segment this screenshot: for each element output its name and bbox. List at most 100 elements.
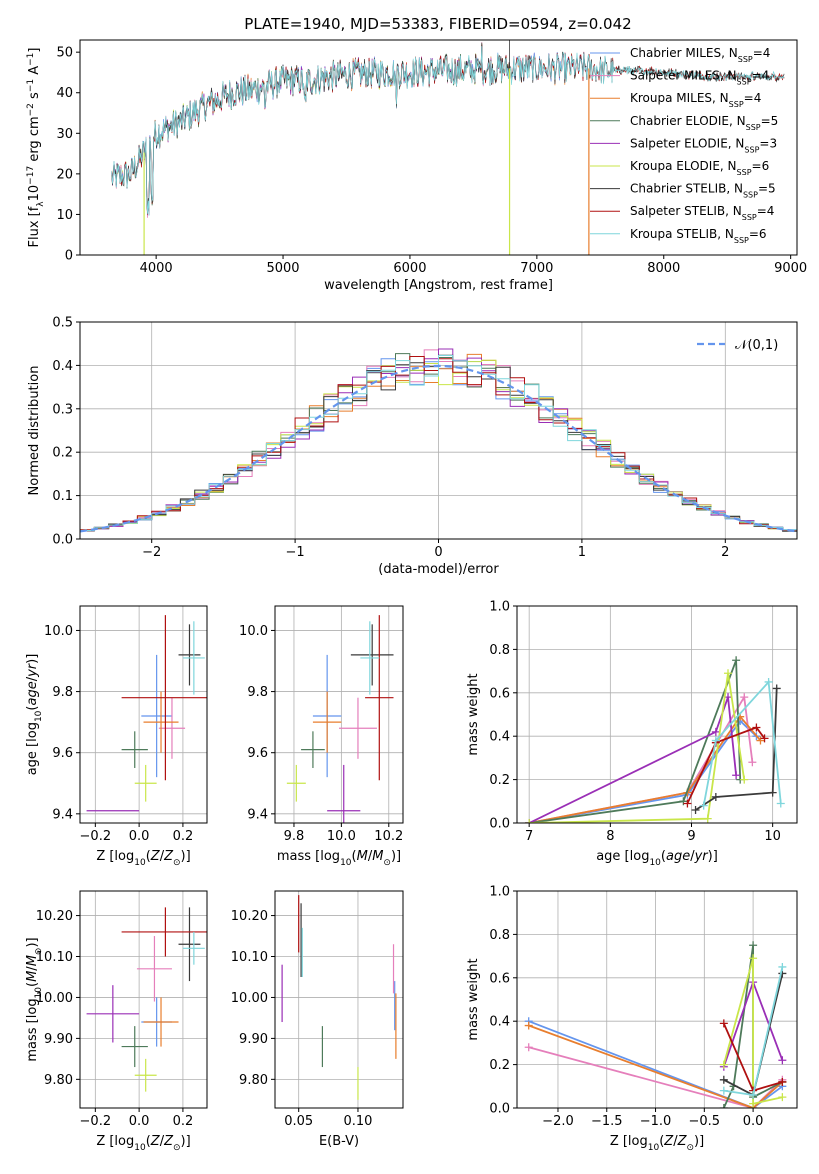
label-part: M <box>372 849 383 864</box>
weight-line <box>528 1020 783 1108</box>
legend-label: 𝒩(0,1) <box>735 338 778 353</box>
axes-frame <box>516 605 798 824</box>
x-tick-label: 6000 <box>393 261 426 276</box>
x-tick-label: 0.2 <box>173 1114 194 1129</box>
y-tick-label: 0.8 <box>489 643 510 658</box>
plot-area-massweight_vs_Z <box>524 941 787 1108</box>
label-part: Z <box>163 1134 174 1149</box>
label-part: M <box>25 955 40 966</box>
weight-marker <box>740 693 749 702</box>
axes-age_vs_Z: −0.2 0.0 0.29.49.69.810.0Z [log10(Z/Z⊙)]ag… <box>25 605 208 868</box>
legend-label-main: Chabrier STELIB, N <box>630 182 743 196</box>
axes-frame <box>274 890 404 1109</box>
y-tick-label: 0.0 <box>489 817 510 832</box>
label-part: E(B-V) <box>319 1134 359 1149</box>
legend-label-main: Kroupa MILES, N <box>630 91 729 105</box>
weight-marker <box>711 736 720 745</box>
label-part: Flux [f <box>27 206 42 247</box>
plot-area-age_vs_mass <box>286 615 394 823</box>
label-part: age [log <box>25 722 40 775</box>
weight-marker <box>524 1043 533 1052</box>
x-tick-label: −0.2 <box>80 1114 112 1129</box>
label-part: −1 <box>26 53 36 66</box>
axes-massweight_vs_Z: −2.0 −1.5 −1.0 −0.5 0.0 0.0 0.2 0.4 0.6 0.8 1.0 Z [… <box>466 885 798 1153</box>
weight-marker <box>683 799 692 808</box>
weight-marker <box>691 805 700 814</box>
label-part: A <box>27 66 42 79</box>
weight-marker <box>760 734 769 743</box>
legend-label-tail: =4 <box>752 69 770 83</box>
legend-label: Kroupa ELODIE, NSSP=6 <box>630 159 769 177</box>
legend-label: Salpeter STELIB, NSSP=4 <box>630 204 774 222</box>
label-part: 10 <box>648 1143 660 1153</box>
label-part: ( <box>146 849 151 864</box>
x-axis-label: mass [log10(M/M⊙)] <box>277 849 401 868</box>
x-tick-label: 7 <box>525 829 533 844</box>
x-tick-label: 9.8 <box>284 829 305 844</box>
y-tick-label: 10.20 <box>36 909 73 924</box>
label-part: ⊙ <box>383 858 391 868</box>
weight-marker <box>749 1090 758 1099</box>
y-tick-label: 0.0 <box>489 1102 510 1117</box>
x-tick-label: 0.05 <box>284 1114 313 1129</box>
y-tick-label: 0.4 <box>489 730 510 745</box>
x-tick-label: 10.2 <box>374 829 403 844</box>
label-part: ⊙ <box>686 1143 694 1153</box>
legend-label-sub: SSP <box>737 77 752 86</box>
legend-label-main: Salpeter STELIB, N <box>630 204 742 218</box>
plot-area-mass_vs_Z <box>86 907 207 1092</box>
y-tick-label: 0.6 <box>489 686 510 701</box>
x-tick-label: 9000 <box>774 261 807 276</box>
axes-frame <box>79 605 208 824</box>
y-tick-label: 0.6 <box>489 971 510 986</box>
weight-marker <box>732 656 741 665</box>
axes-mass_vs_ebv: 0.05 0.10 9.80 9.90 10.00 10.10 10.20 E(B-V) <box>231 890 404 1149</box>
plot-area-residual_histogram <box>80 348 797 533</box>
label-part: ( <box>25 706 40 711</box>
x-tick-label: 0.0 <box>129 829 150 844</box>
spectrum-line <box>111 46 785 216</box>
label-part: erg cm <box>27 116 42 165</box>
y-tick-label: 10.00 <box>231 991 268 1006</box>
weight-marker <box>719 1019 728 1028</box>
label-part: yr <box>694 849 710 864</box>
y-axis-label: mass weight <box>466 958 481 1040</box>
axes-residual_histogram: −2 −1 0 1 2 0.0 0.1 0.2 0.3 0.4 0.5 (data-model)/er… <box>27 316 798 577</box>
y-tick-label: 20 <box>56 167 73 182</box>
label-part: M <box>357 849 368 864</box>
x-tick-label: 8000 <box>647 261 680 276</box>
x-tick-label: 7000 <box>520 261 553 276</box>
y-tick-label: 0.4 <box>52 359 73 374</box>
label-part: / <box>160 849 165 864</box>
y-tick-label: 0.3 <box>52 402 73 417</box>
label-part: Z [log <box>96 1134 134 1149</box>
legend-label-sub: SSP <box>737 168 752 177</box>
weight-line <box>722 958 783 1105</box>
weight-marker <box>756 736 765 745</box>
x-tick-label: −1 <box>286 545 305 560</box>
label-part: s <box>27 92 42 103</box>
x-tick-label: 1 <box>578 545 586 560</box>
label-part: Z [log <box>96 849 134 864</box>
legend-label-main: Salpeter ELODIE, N <box>630 136 744 150</box>
x-tick-label: 0.0 <box>129 1114 150 1129</box>
y-tick-label: 9.80 <box>44 1073 73 1088</box>
weight-marker <box>719 1086 728 1095</box>
gaussian-curve <box>80 364 797 533</box>
weight-marker <box>699 801 708 810</box>
label-part: / <box>368 849 373 864</box>
x-tick-label: 0 <box>434 545 442 560</box>
weight-marker <box>772 684 781 693</box>
y-tick-label: 10.00 <box>36 991 73 1006</box>
legend-label-main: Salpeter MILES, N <box>630 69 737 83</box>
y-tick-label: 10.20 <box>231 909 268 924</box>
weight-marker <box>778 962 787 971</box>
axes-frame <box>274 605 404 824</box>
legend-label-sub: SSP <box>742 213 757 222</box>
label-part: )] <box>391 849 401 864</box>
x-axis-label: (data-model)/error <box>378 562 499 577</box>
legend-label: Salpeter MILES, NSSP=4 <box>630 69 769 87</box>
x-tick-label: 4000 <box>140 261 173 276</box>
